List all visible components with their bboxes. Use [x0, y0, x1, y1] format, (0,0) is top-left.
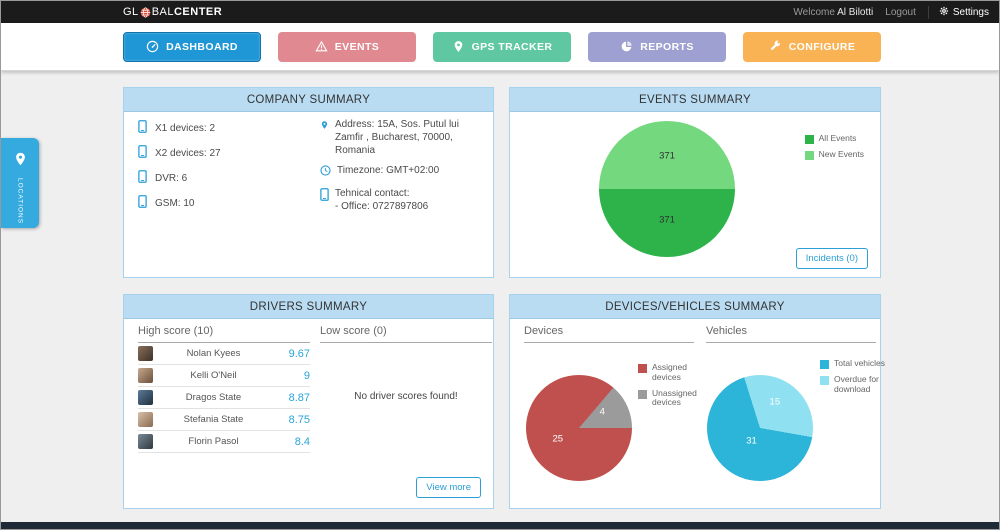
locations-label: LOCATIONS	[16, 178, 24, 225]
logo-text-prefix: GL	[123, 6, 139, 18]
driver-avatar	[138, 390, 153, 405]
warning-icon	[315, 40, 328, 53]
high-score-list: Nolan Kyees 9.67 Kelli O'Neil 9 Dragos S…	[138, 343, 310, 453]
device-icon	[138, 145, 147, 161]
legend-swatch	[638, 364, 647, 373]
legend-swatch	[804, 151, 814, 160]
map-pin-icon	[452, 40, 465, 53]
driver-row: Stefania State 8.75	[138, 409, 310, 431]
gauge-icon	[146, 40, 159, 53]
high-score-column: High score (10) Nolan Kyees 9.67 Kelli O…	[138, 325, 310, 453]
pie-value-overdue: 15	[769, 396, 781, 407]
legend-item: New Events	[804, 149, 864, 160]
events-pie-chart: 371 371	[599, 121, 735, 257]
devices-pie-chart: 25 4	[526, 375, 632, 481]
panel-title: DEVICES/VEHICLES SUMMARY	[510, 295, 880, 319]
device-count-row: X2 devices: 27	[138, 145, 221, 161]
driver-avatar	[138, 368, 153, 383]
username: Al Bilotti	[837, 6, 874, 18]
driver-avatar	[138, 412, 153, 427]
legend-swatch	[820, 360, 829, 369]
legend-item: Assigned devices	[638, 362, 704, 383]
devices-vehicles-summary-panel: DEVICES/VEHICLES SUMMARY Devices Vehicle…	[509, 294, 885, 509]
address-row: Address: 15A, Sos. Putul lui Zamfir , Bu…	[320, 118, 486, 157]
vehicles-header: Vehicles	[706, 325, 876, 343]
wrench-icon	[769, 40, 782, 53]
company-info: Address: 15A, Sos. Putul lui Zamfir , Bu…	[320, 118, 486, 220]
company-summary-panel: COMPANY SUMMARY X1 devices: 2 X2 devices…	[123, 87, 494, 278]
contact-row: Tehnical contact: - Office: 0727897806	[320, 187, 486, 213]
high-score-header: High score (10)	[138, 325, 310, 343]
topbar-right: Welcome Al Bilotti Logout Settings	[793, 5, 999, 19]
device-count-row: DVR: 6	[138, 170, 221, 186]
logo[interactable]: GL BAL CENTER	[123, 6, 222, 18]
vehicles-legend: Total vehicles Overdue for download	[820, 358, 886, 401]
legend-item: Overdue for download	[820, 374, 886, 395]
device-icon	[138, 120, 147, 136]
timezone-row: Timezone: GMT+02:00	[320, 164, 486, 180]
device-count-list: X1 devices: 2 X2 devices: 27 DVR: 6 GSM:…	[138, 120, 221, 220]
contact-text: Tehnical contact: - Office: 0727897806	[335, 188, 429, 212]
no-scores-message: No driver scores found!	[354, 391, 458, 402]
tab-configure[interactable]: CONFIGURE	[743, 31, 881, 62]
clock-icon	[320, 164, 331, 180]
tab-reports[interactable]: REPORTS	[588, 31, 726, 62]
panel-title: COMPANY SUMMARY	[124, 88, 493, 112]
vehicles-pie-chart: 31 15	[707, 375, 813, 481]
legend-item: Unassigned devices	[638, 388, 704, 409]
pie-value-new-events: 371	[659, 150, 675, 162]
low-score-column: Low score (0) No driver scores found!	[320, 325, 492, 402]
address-pin-icon	[320, 118, 329, 157]
bottom-bar	[1, 522, 999, 529]
driver-avatar	[138, 434, 153, 449]
events-legend: All Events New Events	[804, 133, 864, 166]
globe-icon	[140, 6, 151, 18]
pie-chart-icon	[620, 40, 633, 53]
device-count-row: GSM: 10	[138, 195, 221, 211]
driver-row: Kelli O'Neil 9	[138, 365, 310, 387]
legend-item: All Events	[804, 133, 864, 144]
pie-value-total-vehicles: 31	[746, 435, 757, 447]
welcome-text: Welcome Al Bilotti	[793, 6, 874, 18]
device-count-row: X1 devices: 2	[138, 120, 221, 136]
device-icon	[138, 195, 147, 211]
driver-avatar	[138, 346, 153, 361]
topbar: GL BAL CENTER Welcome Al Bilotti Logout …	[1, 1, 999, 23]
pie-value-assigned: 25	[552, 433, 564, 445]
driver-row: Florin Pasol 8.4	[138, 431, 310, 453]
location-pin-icon	[13, 150, 28, 173]
settings-link[interactable]: Settings	[927, 5, 989, 19]
logo-text-suffix: CENTER	[173, 6, 223, 18]
logo-text-mid: BAL	[151, 6, 174, 18]
legend-item: Total vehicles	[820, 358, 886, 369]
devices-legend: Assigned devices Unassigned devices	[638, 362, 704, 414]
pie-value-all-events: 371	[659, 214, 675, 226]
panel-title: EVENTS SUMMARY	[510, 88, 880, 112]
driver-row: Nolan Kyees 9.67	[138, 343, 310, 365]
incidents-button[interactable]: Incidents (0)	[795, 248, 868, 269]
gear-icon	[939, 6, 949, 19]
device-icon	[138, 170, 147, 186]
tab-gps-tracker[interactable]: GPS TRACKER	[433, 31, 571, 62]
driver-row: Dragos State 8.87	[138, 387, 310, 409]
low-score-header: Low score (0)	[320, 325, 492, 343]
logout-link[interactable]: Logout	[885, 6, 916, 18]
locations-side-tab[interactable]: LOCATIONS	[1, 138, 39, 228]
legend-swatch	[638, 389, 647, 399]
tab-events[interactable]: EVENTS	[278, 31, 416, 62]
events-summary-panel: EVENTS SUMMARY All Events New Events 371…	[509, 87, 881, 278]
mobile-phone-icon	[320, 187, 329, 213]
drivers-summary-panel: DRIVERS SUMMARY High score (10) Nolan Ky…	[123, 294, 494, 509]
view-more-button[interactable]: View more	[416, 477, 481, 498]
legend-swatch	[804, 135, 814, 144]
main-nav: DASHBOARD EVENTS GPS TRACKER REPORTS CON…	[1, 23, 999, 71]
pie-value-unassigned: 4	[599, 406, 605, 418]
tab-dashboard[interactable]: DASHBOARD	[123, 31, 261, 62]
panel-title: DRIVERS SUMMARY	[124, 295, 493, 319]
legend-swatch	[820, 376, 829, 385]
devices-header: Devices	[524, 325, 694, 343]
